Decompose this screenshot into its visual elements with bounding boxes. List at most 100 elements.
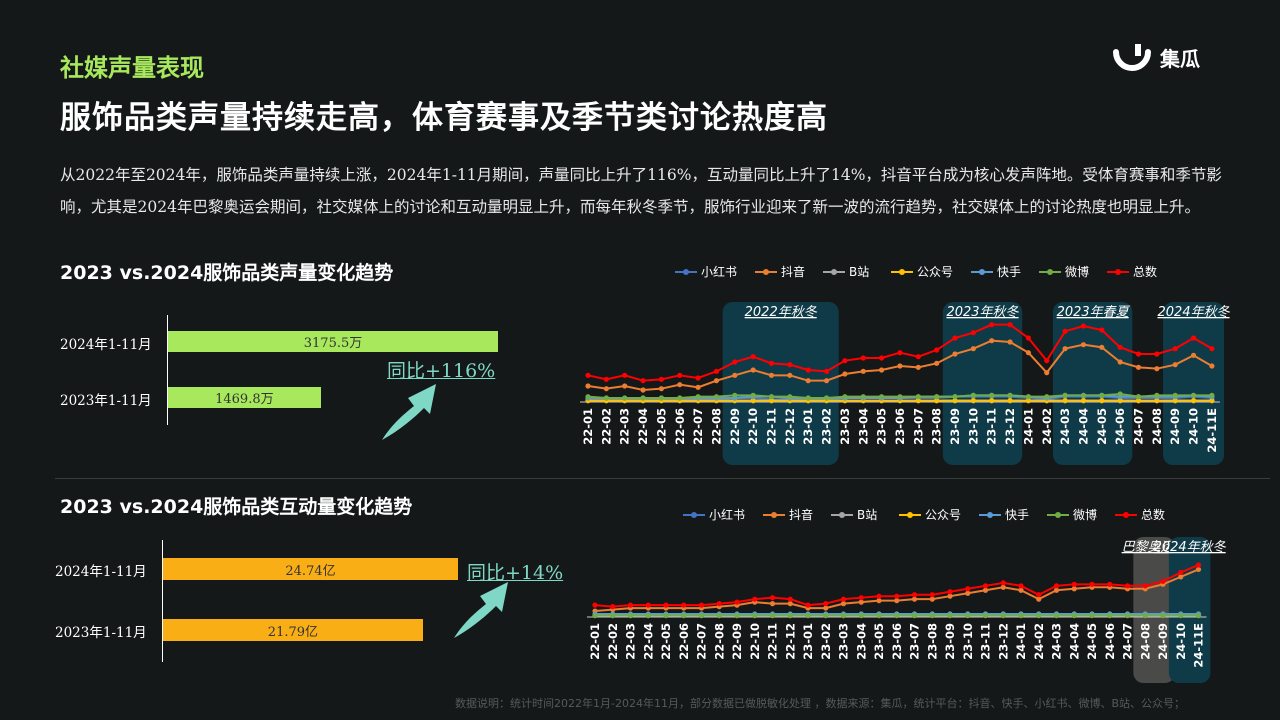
legend-marker xyxy=(987,512,993,518)
data-point xyxy=(982,587,989,593)
data-point xyxy=(1154,366,1160,372)
bar-value-label: 21.79亿 xyxy=(267,624,319,640)
data-point xyxy=(622,372,628,378)
bar-axis xyxy=(167,315,168,425)
x-tick-label: 23-09 xyxy=(948,408,962,445)
data-point xyxy=(1080,398,1087,404)
legend-marker xyxy=(1115,269,1121,275)
data-point xyxy=(768,360,775,366)
data-point xyxy=(677,395,683,401)
bar-category-label: 2023年1-11月 xyxy=(60,393,152,409)
x-tick-label: 22-12 xyxy=(783,408,797,445)
highlight-label: 2024年秋冬 xyxy=(1154,540,1227,555)
data-point xyxy=(805,602,811,608)
legend-marker xyxy=(839,512,845,518)
data-point xyxy=(989,392,995,398)
data-point xyxy=(750,354,756,360)
x-tick-label: 23-10 xyxy=(961,623,975,660)
x-tick-label: 23-10 xyxy=(966,408,980,445)
legend-marker xyxy=(1055,512,1061,518)
data-point xyxy=(1178,612,1184,619)
brand-logo: 集瓜 xyxy=(1112,42,1200,72)
x-tick-label: 22-04 xyxy=(636,408,650,445)
data-point xyxy=(805,378,811,384)
data-point xyxy=(787,372,793,378)
data-point xyxy=(860,368,866,374)
x-tick-label: 24-05 xyxy=(1095,408,1109,445)
x-tick-label: 22-09 xyxy=(730,623,744,660)
x-tick-label: 24-07 xyxy=(1132,408,1146,445)
x-tick-label: 24-02 xyxy=(1032,623,1046,660)
legend-label: 快手 xyxy=(1005,508,1029,522)
data-point xyxy=(1209,363,1215,369)
data-point xyxy=(787,612,793,619)
x-tick-label: 22-04 xyxy=(641,623,655,660)
x-tick-label: 22-02 xyxy=(606,623,620,660)
x-tick-label: 24-10 xyxy=(1187,408,1201,445)
data-point xyxy=(823,368,830,374)
legend-label: 小红书 xyxy=(709,507,745,522)
data-point xyxy=(610,612,616,619)
x-tick-label: 23-05 xyxy=(875,408,889,445)
data-point xyxy=(1071,612,1077,619)
data-point xyxy=(750,398,756,404)
data-point xyxy=(876,612,882,619)
data-point xyxy=(1044,370,1050,376)
data-point xyxy=(970,392,976,398)
data-point xyxy=(1117,391,1123,397)
highlight-box xyxy=(1052,302,1133,465)
data-point xyxy=(982,612,989,619)
data-point xyxy=(1195,562,1202,568)
data-point xyxy=(640,395,646,401)
data-point xyxy=(989,338,995,344)
data-point xyxy=(1099,327,1105,333)
x-tick-label: 24-10 xyxy=(1174,623,1188,660)
legend-label: 公众号 xyxy=(917,265,953,279)
section-tag: 社媒声量表现 xyxy=(60,54,204,82)
legend-marker xyxy=(691,512,697,518)
legend-label: B站 xyxy=(857,508,877,522)
data-point xyxy=(787,596,793,602)
data-point xyxy=(732,392,738,398)
data-point xyxy=(823,378,830,384)
data-point xyxy=(627,602,634,608)
volume-trend-chart: 2022年秋冬 2023年秋冬 2023年春夏 2024年秋冬 小红书 抖音 B站 公众号 快手… xyxy=(580,264,1231,465)
data-point xyxy=(716,601,722,607)
data-point xyxy=(627,612,634,619)
data-point xyxy=(970,398,976,404)
x-tick-label: 22-07 xyxy=(695,623,709,660)
data-point xyxy=(658,386,664,392)
data-point xyxy=(1107,581,1113,587)
x-tick-label: 24-01 xyxy=(1021,408,1035,445)
data-point xyxy=(965,612,971,619)
data-point xyxy=(1190,335,1197,341)
data-point xyxy=(915,398,921,404)
data-point xyxy=(585,394,591,400)
logo-icon xyxy=(1113,44,1151,71)
data-point xyxy=(1117,344,1123,350)
data-point xyxy=(1062,328,1068,334)
x-tick-label: 23-07 xyxy=(911,408,925,445)
data-point xyxy=(858,595,864,601)
x-tick-label: 23-04 xyxy=(854,623,868,660)
x-tick-label: 22-05 xyxy=(659,623,673,660)
x-tick-label: 22-09 xyxy=(728,408,742,445)
data-point xyxy=(1160,578,1166,584)
legend-label: 公众号 xyxy=(925,508,961,522)
data-point xyxy=(645,612,651,619)
data-point xyxy=(840,601,847,607)
data-point xyxy=(915,394,921,400)
x-tick-label: 22-10 xyxy=(748,623,762,660)
x-tick-label: 24-11E xyxy=(1205,408,1219,453)
highlight-box xyxy=(1163,302,1225,465)
data-point xyxy=(1036,592,1042,598)
x-tick-label: 23-06 xyxy=(890,623,904,660)
x-tick-label: 24-04 xyxy=(1067,623,1081,660)
data-point xyxy=(934,398,940,404)
x-tick-label: 22-11 xyxy=(765,408,779,445)
bar: 24.74亿 xyxy=(163,558,458,580)
x-tick-label: 22-01 xyxy=(588,623,602,660)
legend-marker xyxy=(683,269,689,275)
data-point xyxy=(681,602,687,608)
bar-value-label: 3175.5万 xyxy=(303,336,363,351)
